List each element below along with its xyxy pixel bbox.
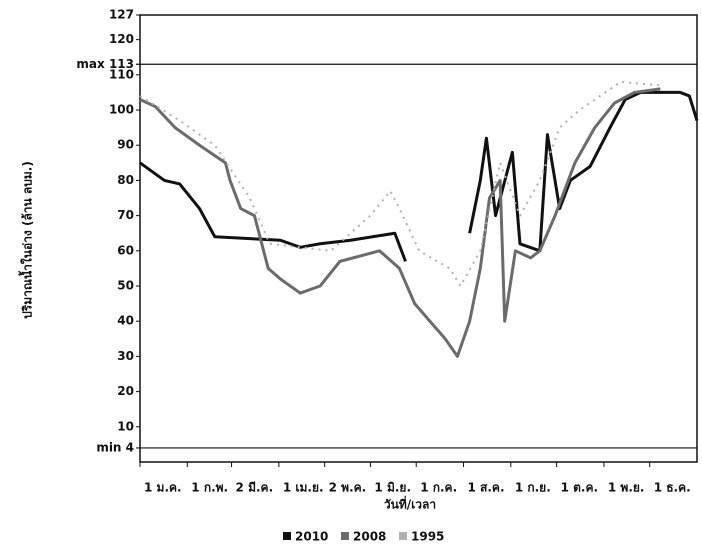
y-tick-label: 10	[117, 419, 134, 433]
reference-label: max 113	[76, 57, 134, 71]
y-tick-label: 80	[117, 173, 134, 187]
series-line	[139, 80, 661, 288]
legend-swatch	[341, 532, 349, 540]
y-axis-title: ปริมาณน้ำในอ่าง (ล้าน ลบม.)	[18, 161, 35, 319]
x-tick-label: 2 มี.ค.	[236, 481, 274, 495]
x-tick-label: 1 ก.พ.	[191, 481, 228, 495]
x-tick-label: 1 มิ.ย.	[374, 481, 411, 495]
x-tick-label: 1 ม.ค.	[144, 481, 182, 495]
x-tick-label: 1 พ.ย.	[608, 481, 645, 495]
y-tick-label: 90	[117, 138, 134, 152]
y-tick-label: 60	[117, 243, 134, 257]
x-tick-label: 1 ส.ค.	[468, 481, 505, 495]
legend-swatch	[283, 532, 291, 540]
series-line	[139, 87, 661, 358]
y-tick-label: 20	[117, 384, 134, 398]
x-tick-label: 1 เม.ย.	[283, 481, 324, 495]
legend-swatch	[399, 532, 407, 540]
reference-label: min 4	[96, 440, 134, 454]
x-tick-label: 2 พ.ค.	[329, 481, 367, 495]
y-tick-label: 127	[109, 8, 134, 22]
plot-frame	[139, 14, 698, 463]
x-tick-label: 1 ธ.ค.	[654, 481, 691, 495]
x-tick-label: 1 ต.ค.	[561, 481, 598, 495]
x-tick-label: 1 ก.ค.	[420, 481, 457, 495]
legend-label: 2010	[295, 530, 328, 544]
y-tick-label: 110	[109, 67, 134, 81]
legend-label: 1995	[411, 530, 444, 544]
y-tick-label: 40	[117, 314, 134, 328]
x-tick-label: 1 ก.ย.	[515, 481, 551, 495]
y-tick-label: 30	[117, 349, 134, 363]
legend-label: 2008	[353, 530, 386, 544]
y-tick-label: 120	[109, 32, 134, 46]
y-tick-label: 100	[109, 103, 134, 117]
series-line	[139, 90, 699, 262]
y-tick-label: 50	[117, 279, 134, 293]
x-axis-title: วันที่/เวลา	[384, 496, 436, 512]
y-tick-label: 70	[117, 208, 134, 222]
